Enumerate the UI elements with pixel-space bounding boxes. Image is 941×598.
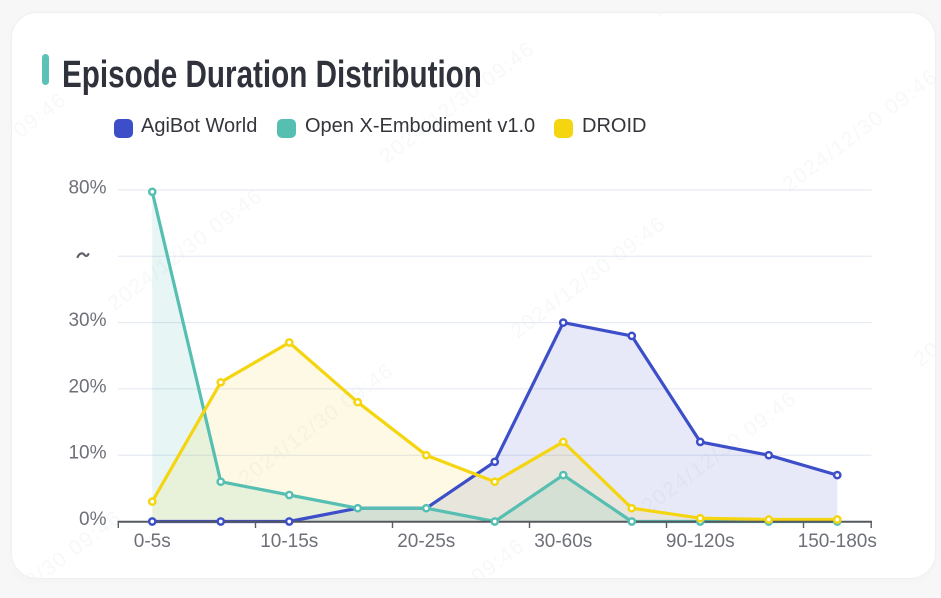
- svg-text:10-15s: 10-15s: [260, 531, 318, 552]
- svg-text:30-60s: 30-60s: [534, 531, 592, 552]
- svg-text:20%: 20%: [68, 376, 106, 397]
- svg-text:0%: 0%: [79, 509, 107, 530]
- svg-text:80%: 80%: [68, 178, 106, 199]
- svg-text:150-180s: 150-180s: [798, 531, 877, 552]
- svg-text:10%: 10%: [68, 443, 106, 464]
- svg-text:90-120s: 90-120s: [666, 531, 735, 552]
- svg-text:20-25s: 20-25s: [397, 531, 455, 552]
- svg-text:0-5s: 0-5s: [134, 531, 171, 552]
- svg-text:30%: 30%: [68, 310, 106, 331]
